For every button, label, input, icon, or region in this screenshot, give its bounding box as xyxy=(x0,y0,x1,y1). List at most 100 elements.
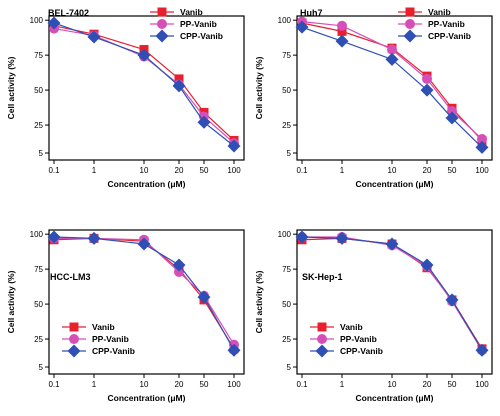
data-point-cpp-vanib xyxy=(197,290,211,304)
data-point-cpp-vanib xyxy=(87,30,101,44)
x-tick-label: 100 xyxy=(475,166,489,175)
data-point-cpp-vanib xyxy=(47,16,61,30)
data-point-cpp-vanib xyxy=(385,52,399,66)
x-tick-label: 100 xyxy=(227,380,241,389)
y-tick-label: 5 xyxy=(287,363,292,372)
legend: Vanib PP-Vanib CPP-Vanib xyxy=(150,7,223,43)
data-point-vanib xyxy=(337,26,347,36)
x-tick-label: 10 xyxy=(140,380,149,389)
series-line-vanib xyxy=(301,237,483,350)
chart-panel-1: 5 25 50 75 100 0.1 1 10 20 50 100 Concentration (μM… xyxy=(6,7,245,189)
y-tick-label: 50 xyxy=(282,86,291,95)
x-tick-label: 50 xyxy=(200,380,209,389)
plot-frame xyxy=(48,229,245,375)
legend: Vanib PP-Vanib CPP-Vanib xyxy=(398,7,471,43)
y-tick-label: 100 xyxy=(278,16,292,25)
legend-label: Vanib xyxy=(428,7,451,17)
data-point-cpp-vanib xyxy=(227,139,241,153)
legend-marker-cpp-vanib xyxy=(155,29,169,43)
series-line-vanib xyxy=(53,25,235,141)
data-point-pp-vanib xyxy=(387,44,397,55)
y-tick-label: 50 xyxy=(282,300,291,309)
series-line-vanib xyxy=(301,22,483,141)
y-tick-label: 25 xyxy=(282,121,291,130)
data-point-pp-vanib xyxy=(174,266,184,277)
legend-label: CPP-Vanib xyxy=(428,31,471,41)
data-point-cpp-vanib xyxy=(172,258,186,272)
legend-label: CPP-Vanib xyxy=(92,346,135,356)
x-tick-label: 1 xyxy=(92,380,97,389)
x-tick-label: 10 xyxy=(140,166,149,175)
series-line-cpp-vanib xyxy=(301,26,483,148)
data-point-cpp-vanib xyxy=(87,231,101,245)
data-point-cpp-vanib xyxy=(137,48,151,62)
y-tick-label: 5 xyxy=(39,363,44,372)
x-tick-label: 100 xyxy=(227,166,241,175)
legend-label: Vanib xyxy=(340,322,363,332)
y-tick-label: 25 xyxy=(34,121,43,130)
x-tick-label: 20 xyxy=(423,380,432,389)
x-axis-label: Concentration (μM) xyxy=(108,393,186,403)
data-point-cpp-vanib xyxy=(47,230,61,244)
x-tick-label: 1 xyxy=(340,166,345,175)
data-point-cpp-vanib xyxy=(295,230,309,244)
series-line-pp-vanib xyxy=(301,20,483,140)
data-point-pp-vanib xyxy=(337,20,347,31)
series-line-pp-vanib xyxy=(54,237,235,345)
data-point-pp-vanib xyxy=(447,106,457,117)
legend: Vanib PP-Vanib CPP-Vanib xyxy=(310,322,383,358)
y-tick-label: 25 xyxy=(34,335,43,344)
data-point-cpp-vanib xyxy=(335,34,349,48)
legend-label: PP-Vanib xyxy=(340,334,377,344)
y-tick-label: 75 xyxy=(34,51,43,60)
x-axis-label: Concentration (μM) xyxy=(108,179,186,189)
legend-marker-vanib xyxy=(69,322,79,332)
legend-marker-pp-vanib xyxy=(405,19,415,29)
x-tick-label: 50 xyxy=(448,166,457,175)
x-tick-label: 1 xyxy=(340,380,345,389)
series-line-pp-vanib xyxy=(302,236,483,351)
series-line-cpp-vanib xyxy=(53,22,235,147)
y-tick-label: 5 xyxy=(39,149,44,158)
data-point-cpp-vanib xyxy=(335,231,349,245)
x-tick-label: 0.1 xyxy=(48,166,60,175)
data-point-cpp-vanib xyxy=(137,237,151,251)
x-tick-label: 20 xyxy=(175,380,184,389)
y-tick-label: 50 xyxy=(34,300,43,309)
y-tick-label: 50 xyxy=(34,86,43,95)
x-tick-label: 20 xyxy=(175,166,184,175)
plot-frame xyxy=(296,15,493,161)
legend-marker-pp-vanib xyxy=(157,19,167,29)
x-tick-label: 20 xyxy=(423,166,432,175)
data-point-cpp-vanib xyxy=(420,258,434,272)
legend-label: Vanib xyxy=(92,322,115,332)
data-point-cpp-vanib xyxy=(295,20,309,34)
chart-panel-3: 5 25 50 75 100 0.1 1 10 20 50 100 Concentration (μM… xyxy=(6,229,245,403)
x-axis-label: Concentration (μM) xyxy=(356,179,434,189)
legend-label: Vanib xyxy=(180,7,203,17)
y-tick-label: 5 xyxy=(287,149,292,158)
x-tick-label: 50 xyxy=(448,380,457,389)
legend-marker-cpp-vanib xyxy=(403,29,417,43)
chart-title: HCC-LM3 xyxy=(50,272,91,282)
x-tick-label: 10 xyxy=(388,166,397,175)
chart-panel-2: 5 25 50 75 100 0.1 1 10 20 50 100 Concentration (μM… xyxy=(254,7,493,189)
legend-label: PP-Vanib xyxy=(92,334,129,344)
x-tick-label: 0.1 xyxy=(296,166,308,175)
legend-marker-cpp-vanib xyxy=(67,344,81,358)
y-tick-label: 75 xyxy=(282,265,291,274)
y-tick-label: 100 xyxy=(30,230,44,239)
x-axis-label: Concentration (μM) xyxy=(356,393,434,403)
y-tick-label: 100 xyxy=(278,230,292,239)
legend-marker-pp-vanib xyxy=(69,334,79,344)
legend-marker-vanib xyxy=(317,322,327,332)
plot-frame xyxy=(296,229,493,375)
legend: Vanib PP-Vanib CPP-Vanib xyxy=(62,322,135,358)
legend-marker-vanib xyxy=(405,7,415,17)
x-tick-label: 10 xyxy=(388,380,397,389)
plot-frame xyxy=(48,15,245,161)
y-tick-label: 100 xyxy=(30,16,44,25)
y-tick-label: 25 xyxy=(282,335,291,344)
x-tick-label: 1 xyxy=(92,166,97,175)
